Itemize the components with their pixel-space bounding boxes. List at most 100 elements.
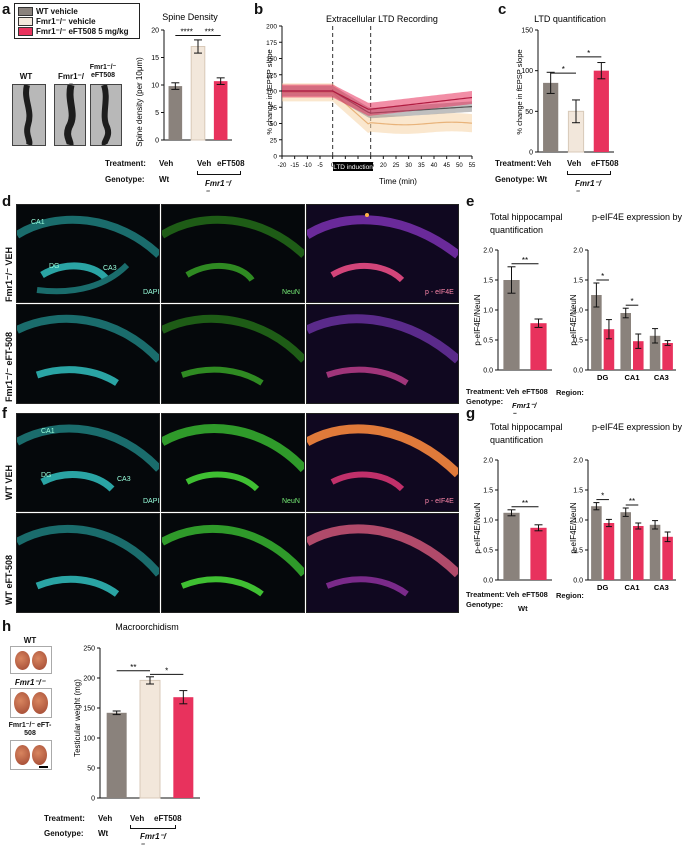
g-region-sig-CA1: ** (629, 497, 635, 506)
spine-treatment-eft: eFT508 (217, 159, 245, 168)
ltdq-ytick-label-2: 100 (521, 68, 533, 75)
spine-sig-0: **** (180, 28, 192, 37)
macro-genotype-label: Genotype: (44, 829, 84, 838)
macro-ytick-label-0: 0 (91, 796, 95, 803)
ltd-quant-ylabel: % change in fEPSP slope (515, 49, 524, 134)
ltd-xtick-label-12: 40 (431, 163, 438, 169)
ltd-quant-plot-area: 0 50 100 150 * * (521, 28, 614, 157)
macro-ytick-label-1: 50 (87, 766, 95, 773)
macro-chart-ylabel: Testicular weight (mg) (73, 679, 82, 757)
micro-d-neun-veh: NeuN (161, 204, 305, 303)
testis-fmr1-2 (32, 692, 48, 714)
g-total-ytick-label-3: 1.5 (483, 488, 493, 495)
g-region-region-label-DG: DG (597, 583, 608, 592)
spine-chart-title: Spine Density (162, 12, 218, 22)
ltd-xtick-label-10: 30 (405, 163, 412, 169)
g-charts: Total hippocampal quantification p-eIF4E… (473, 422, 683, 592)
e-region-bar-CA3-veh (649, 335, 661, 370)
spine-genotype-bracket (197, 171, 241, 175)
macro-genotype-row: Genotype: Wt Fmr1⁻/⁻ (44, 829, 166, 850)
e-total-ytick-label-3: 1.5 (483, 278, 493, 285)
e-region-ylabel: p-eIF4E/NeuN (569, 294, 578, 345)
macro-genotype-fmr1: Fmr1⁻/⁻ (140, 832, 167, 850)
row-label-fmr1-eft: Fmr1⁻/⁻ eFT-508 (4, 331, 14, 402)
ltdq-ytick-label-0: 0 (529, 150, 533, 157)
spine-density-chart: Spine Density Spine density (per 10μm) 0… (135, 12, 232, 147)
e-treatment-label: Treatment: (466, 387, 505, 396)
testes-label-wt: WT (23, 636, 37, 645)
e-region-ytick-label-3: 1.5 (573, 278, 583, 285)
macro-treatment-label: Treatment: (44, 814, 85, 823)
label-ca1-f: CA1 (41, 428, 55, 435)
ltd-xtick-label-4: 0 (331, 163, 335, 169)
micro-d-neun-eft (161, 304, 305, 404)
macro-genotype-wt: Wt (98, 829, 109, 838)
macro-sig-0: ** (130, 663, 136, 672)
ltd-induction-box (333, 162, 373, 171)
ltd-chart-xlabel: Time (min) (379, 177, 417, 186)
e-region-ytick-label-4: 2.0 (573, 248, 583, 255)
e-region-bar-DG-veh (591, 295, 602, 370)
spine-chart-ylabel: Spine density (per 10μm) (135, 57, 144, 147)
macro-ytick-label-3: 150 (83, 706, 95, 713)
micro-d-dapi-eft (16, 304, 160, 404)
g-region-label: Region: (556, 591, 584, 600)
spine-bar-1 (190, 46, 206, 141)
macro-sig-1: * (165, 666, 168, 675)
g-region-bar-CA1-eft (633, 526, 644, 580)
testis-wt-2 (32, 651, 47, 670)
legend-label-fmr1: Fmr1⁻/⁻ vehicle (36, 16, 96, 26)
panel-label-d: d (2, 193, 12, 210)
ltd-ytick-label-2: 50 (270, 121, 278, 128)
g-region-ytick-label-4: 2.0 (573, 458, 583, 465)
e-genotype-row: Genotype: Fmr1⁻/⁻ (466, 397, 536, 419)
testes-image-fmr1 (10, 688, 52, 718)
spine-genotype-wt: Wt (159, 175, 170, 184)
spine-image-fmr1 (54, 84, 86, 146)
ltd-xtick-label-3: -5 (317, 163, 323, 169)
g-total-title2: quantification (490, 435, 543, 445)
row-label-fmr1-veh: Fmr1⁻/⁻ VEH (4, 246, 14, 302)
e-charts: Total hippocampal quantification p-eIF4E… (473, 212, 683, 382)
micro-f-peif-eft (306, 513, 459, 613)
e-total-sig-0: ** (522, 256, 528, 265)
ltdq-genotype-fmr1: Fmr1⁻/⁻ (575, 179, 602, 197)
micro-d-peif-eft (306, 304, 459, 404)
legend-box: WT vehicle Fmr1⁻/⁻ vehicle Fmr1⁻/⁻ eFT50… (14, 3, 140, 39)
micro-f-dapi-veh: CA1 DG CA3 DAPI (16, 413, 160, 512)
e-treatment-eft: eFT508 (522, 387, 548, 396)
ltd-quant-chart: LTD quantification % change in fEPSP slo… (515, 14, 614, 157)
spine-treatment-veh2: Veh (197, 159, 212, 168)
spine-genotype-row: Genotype: Wt Fmr1⁻/⁻ (105, 175, 231, 197)
g-treatment-row: Treatment: Veh eFT508 (466, 590, 548, 599)
ltd-ytick-label-3: 75 (270, 105, 278, 112)
ltdq-genotype-wt: Wt (537, 175, 548, 184)
e-region-title: p-eIF4E expression by region (592, 212, 683, 222)
testes-image-wt (10, 646, 52, 674)
macro-genotype-bracket (130, 825, 176, 829)
e-region-ytick-label-2: 1.0 (573, 308, 583, 315)
ltd-xtick-label-1: -15 (290, 163, 299, 169)
g-region-plot-area: 0.0 0.5 1.0 1.5 2.0 * DG ** CA1 CA3 (573, 458, 676, 592)
ltdq-sig-1: * (587, 49, 590, 58)
g-region-bar-CA3-eft (662, 536, 673, 580)
spine-ytick-label-1: 5 (155, 110, 159, 117)
row-label-wt-veh: WT VEH (4, 465, 14, 500)
g-region-title: p-eIF4E expression by region (592, 422, 683, 432)
macro-treatment-veh1: Veh (98, 814, 113, 823)
e-region-label: Region: (556, 388, 584, 397)
legend-item-wt: WT vehicle (18, 6, 136, 16)
ltd-chart-ylabel: % change in fEPSP slope (265, 49, 274, 134)
macro-treatment-row: Treatment: Veh Veh eFT508 (44, 814, 182, 823)
label-dg-d: DG (49, 263, 60, 270)
ltd-xtick-label-2: -10 (303, 163, 312, 169)
scale-bar (39, 766, 48, 768)
e-region-bar-CA1-eft (633, 341, 644, 370)
label-ca3-f: CA3 (117, 476, 131, 483)
g-total-ytick-label-2: 1.0 (483, 518, 493, 525)
macro-bar-1 (139, 679, 161, 799)
spine-image-eft (90, 84, 122, 146)
g-region-row: Region: (556, 591, 584, 600)
panel-label-h: h (2, 618, 12, 635)
g-treatment-eft: eFT508 (522, 590, 548, 599)
